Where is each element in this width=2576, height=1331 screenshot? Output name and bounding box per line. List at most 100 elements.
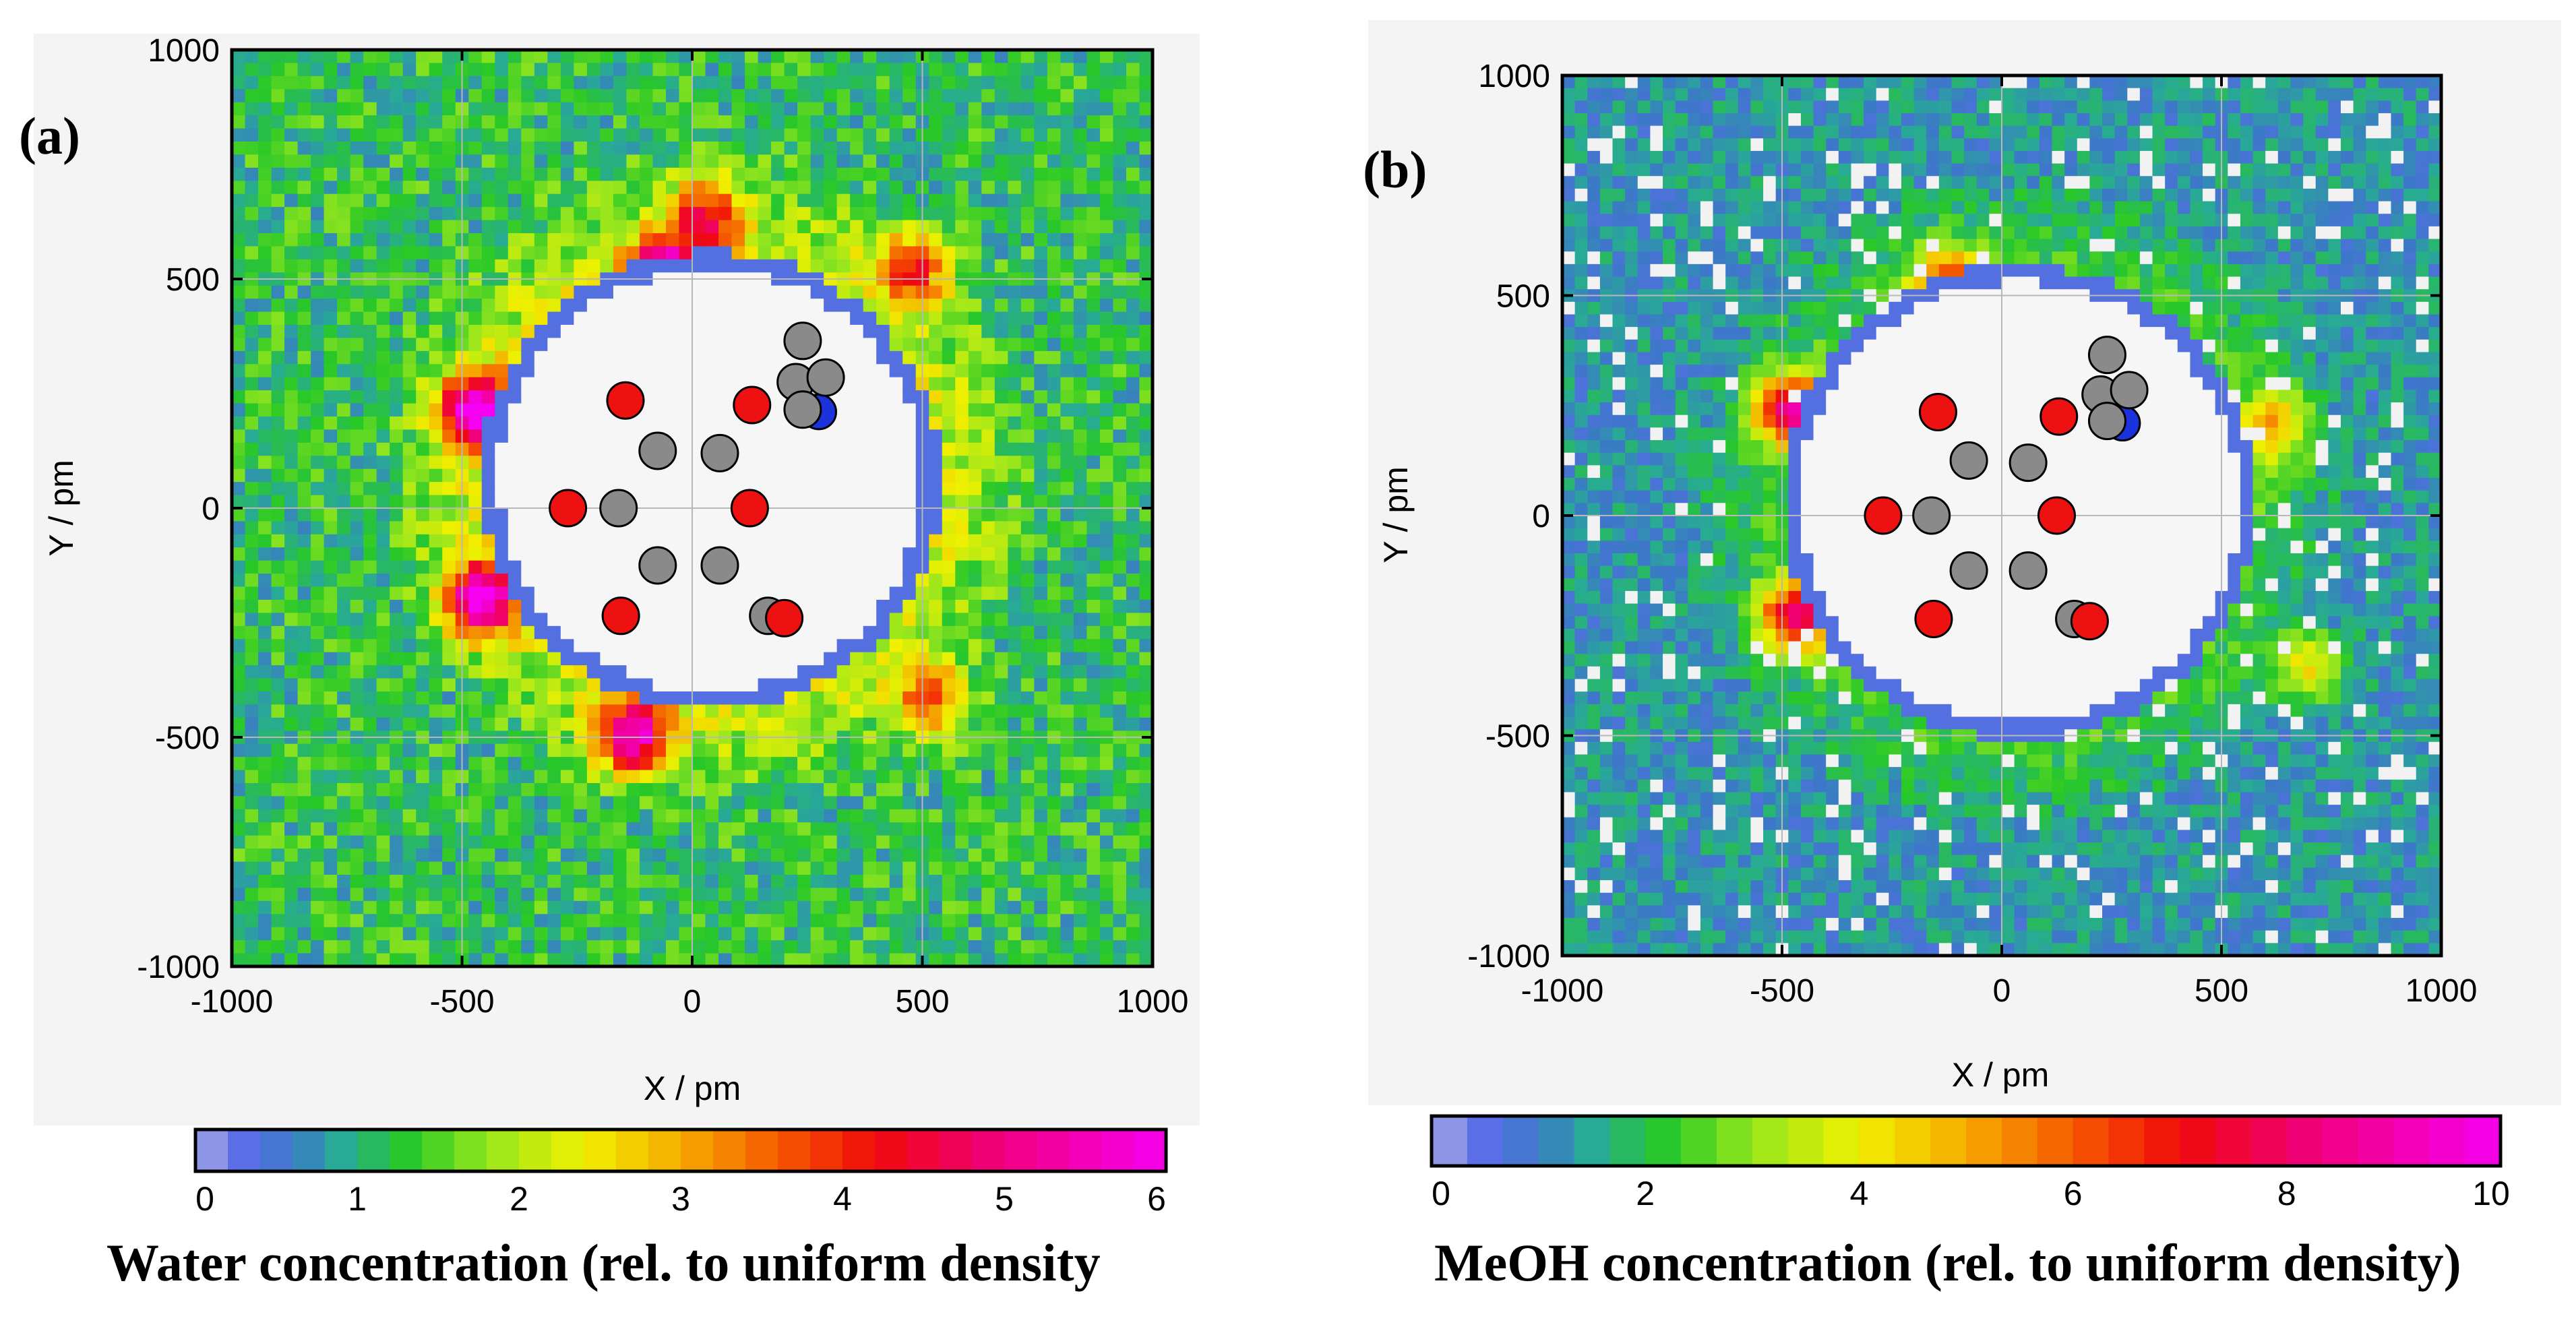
panel-b-oxygen-atom-2 [1864,496,1903,535]
panel-a-colorbar-segment [551,1129,584,1171]
panel-b-colorbar-segment [1645,1116,1682,1166]
panel-a-colorbar-tick-label: 1 [348,1180,367,1218]
panel-a-colorbar-segment [1069,1129,1102,1171]
panel-b-colorbar-segment [2108,1116,2145,1166]
panel-b-colorbar-segment [1538,1116,1575,1166]
panel-b-carbon-atom-3 [1949,551,1988,590]
panel-a-colorbar-segment [1134,1129,1167,1171]
panel-b-colorbar-segment [2322,1116,2359,1166]
panel-a-carbon-atom-4 [700,546,739,585]
panel-a-colorbar-tick-label: 5 [995,1180,1014,1218]
panel-a-colorbar-segment [778,1129,811,1171]
panel-b-y-tick-label: -1000 [1467,939,1550,974]
panel-a-colorbar-segment [260,1129,293,1171]
panel-a-heatmap [232,50,1153,966]
panel-b-colorbar-tick-label: 8 [2277,1175,2296,1212]
panel-a-colorbar-segment [972,1129,1005,1171]
panel-b-colorbar: 0 2 4 6 8 10 [1430,1114,2510,1212]
panel-a-carbon-atom-2 [599,489,638,528]
panel-a-oxygen-atom-2 [549,489,588,528]
panel-a-colorbar-segment [1004,1129,1037,1171]
panel-a-colorbar-tick-label: 3 [671,1180,690,1218]
panel-a-y-tick-label: 0 [202,491,220,527]
panel-b-axes: -1000 -500 0 500 1000 -1000 -500 0 500 1000 [1467,59,2477,1009]
panel-a-colorbar: 0 1 2 3 4 5 6 [193,1127,1168,1218]
panel-b-x-tick-label: 500 [2195,973,2248,1009]
panel-a-colorbar-segment [584,1129,617,1171]
panel-a-colorbar-segment [1037,1129,1070,1171]
panel-b-colorbar-segment [2286,1116,2323,1166]
panel-b-heatmap [1562,75,2441,956]
panel-a-carbon-atom-0 [638,431,677,470]
panel-b-molecule [1864,336,2149,641]
panel-b-colorbar-segment [2393,1116,2430,1166]
panel-b-colorbar-segment [1859,1116,1895,1166]
panel-a-oxygen-atom-3 [730,489,769,528]
panel-b-oxygen-atom-3 [2037,496,2076,535]
panel-b-carbon-atom-1 [2008,443,2048,483]
panel-a-oxygen-atom-0 [606,381,645,420]
panel-a-axes: -1000 -500 0 500 1000 -1000 -500 0 500 1000 [137,33,1188,1020]
panel-a-colorbar-tick-label: 0 [195,1180,214,1218]
panel-b-colorbar-segment [1609,1116,1646,1166]
panel-b-label: (b) [1363,140,1427,199]
panel-b-x-tick-label: 0 [1993,973,2011,1009]
panel-a-y-tick-label: 500 [166,262,220,298]
panel-b-oxygen-atom-0 [1918,393,1957,432]
panel-a-colorbar-tick-label: 6 [1147,1180,1166,1218]
panel-a-colorbar-tick-label: 2 [510,1180,528,1218]
panel-a-grid [232,50,1153,966]
panel-a-colorbar-tick-label: 4 [833,1180,852,1218]
panel-b-colorbar-segment [2037,1116,2074,1166]
panel-a-oxygen-atom-4 [601,596,640,636]
panel-b-oxygen-atom-5 [2070,602,2109,641]
panel-a: -1000 -500 0 500 1000 -1000 -500 0 500 1000 (a) X… [19,33,1188,1292]
panel-a-x-axis-label: X / pm [644,1070,741,1107]
panel-b-carbon-atom-2 [1912,496,1951,535]
panel-b-x-tick-label: -500 [1750,973,1814,1009]
panel-a-colorbar-segment [519,1129,552,1171]
panel-a-colorbar-segment [940,1129,973,1171]
panel-a-x-tick-label: 500 [895,984,949,1020]
panel-a-colorbar-segment [487,1129,520,1171]
panel-b-y-tick-label: 500 [1496,279,1550,315]
panel-b-colorbar-segment [1823,1116,1860,1166]
panel-b-colorbar-segment [2358,1116,2394,1166]
panel-b-colorbar-segment [2465,1116,2501,1166]
panel-a-y-tick-label: -1000 [137,950,220,985]
panel-a-colorbar-segment [454,1129,487,1171]
panel-a-carbon-atom-7 [783,390,822,429]
panel-a-colorbar-segment [713,1129,746,1171]
panel-b-x-tick-label: -1000 [1521,973,1604,1009]
panel-a-colorbar-segment [810,1129,843,1171]
panel-a-colorbar-segment [195,1129,228,1171]
panel-a-colorbar-title: Water concentration (rel. to uniform den… [106,1233,1101,1292]
panel-b-colorbar-segment [2429,1116,2465,1166]
panel-b-carbon-atom-9 [2087,336,2126,375]
panel-b-colorbar-segment [1787,1116,1824,1166]
panel-a-colorbar-segment [293,1129,326,1171]
panel-b-y-tick-label: 1000 [1478,59,1550,94]
panel-a-oxygen-atom-1 [733,385,772,425]
panel-a-y-axis-label: Y / pm [42,460,80,557]
panel-a-colorbar-segment [1101,1129,1134,1171]
panel-a-carbon-atom-3 [638,546,677,585]
panel-a-colorbar-segment [875,1129,908,1171]
panel-a-label: (a) [19,106,80,165]
panel-b-colorbar-segment [2215,1116,2252,1166]
panel-a-y-tick-label: 1000 [148,33,220,69]
panel-a-colorbar-segment [681,1129,714,1171]
panel-b-colorbar-tick-label: 6 [2064,1175,2083,1212]
panel-a-oxygen-atom-5 [765,598,804,638]
panel-b-oxygen-atom-4 [1914,599,1953,638]
panel-a-colorbar-segment [648,1129,681,1171]
panel-a-carbon-atom-1 [700,433,739,472]
panel-b-colorbar-segment [1502,1116,1539,1166]
panel-a-colorbar-segment [325,1129,358,1171]
panel-a-colorbar-segment [357,1129,390,1171]
panel-b-colorbar-segment [1966,1116,2002,1166]
panel-b-carbon-atom-4 [2008,551,2048,590]
panel-a-colorbar-segment [422,1129,455,1171]
panel-b-carbon-atom-0 [1949,441,1988,480]
